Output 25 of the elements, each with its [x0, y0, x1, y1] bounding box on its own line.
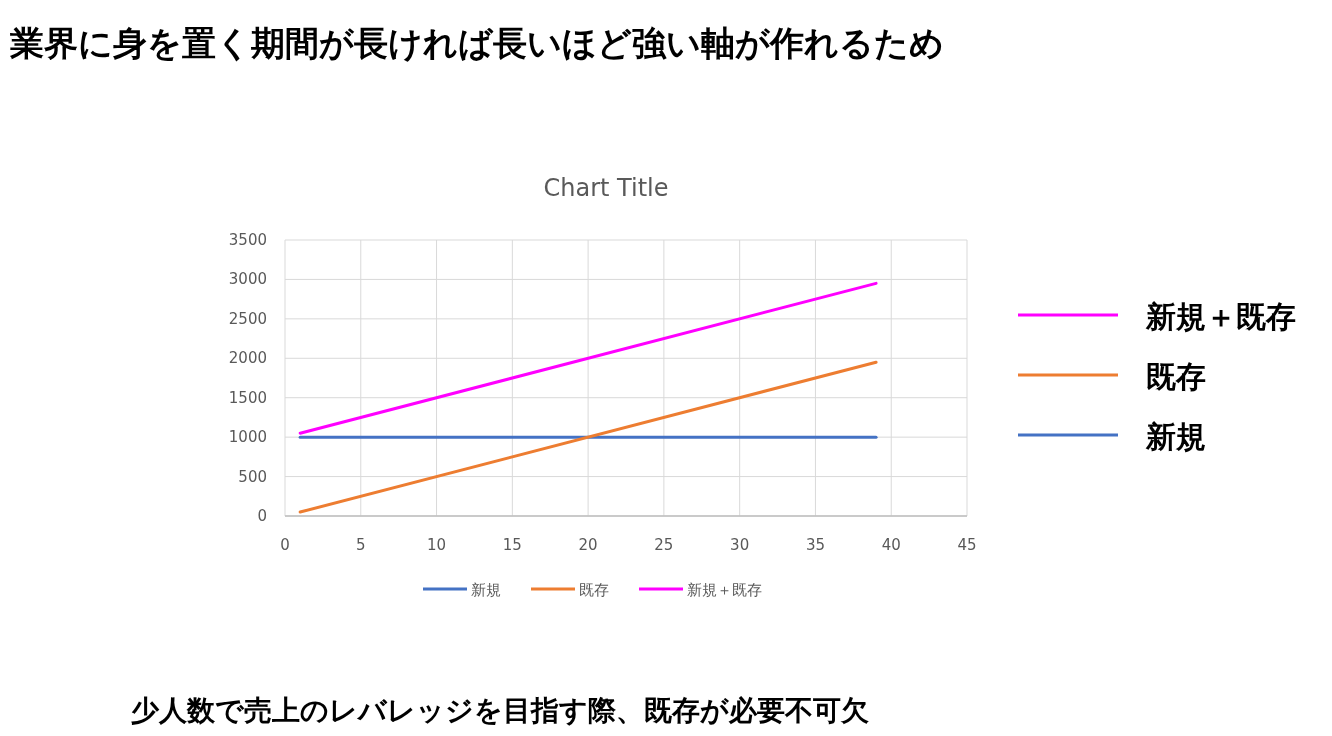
x-tick-label: 5	[356, 536, 366, 554]
legend-label: 既存	[579, 581, 609, 599]
x-tick-label: 15	[502, 536, 522, 554]
legend-label: 新規	[471, 581, 501, 599]
x-tick-label: 45	[957, 536, 977, 554]
text: 少人数で売上のレバレッジを目指す際、既存が必要不可欠	[131, 694, 869, 727]
y-tick-label: 0	[257, 507, 267, 525]
legend-label: 新規＋既存	[687, 581, 762, 599]
x-tick-label: 0	[280, 536, 290, 554]
y-tick-label: 2500	[228, 309, 267, 328]
y-tick-label: 3000	[228, 270, 267, 289]
x-tick-label: 20	[578, 536, 598, 554]
x-tick-label: 35	[805, 536, 825, 554]
y-tick-label: 1500	[228, 388, 267, 407]
x-tick-label: 10	[427, 536, 447, 554]
y-tick-label: 3500	[228, 231, 267, 249]
y-tick-label: 1000	[228, 428, 267, 447]
x-tick-label: 30	[730, 536, 750, 554]
chart-subtitle: Chart Title	[543, 174, 669, 202]
y-tick-label: 2000	[228, 349, 267, 368]
x-tick-label: 25	[654, 536, 674, 554]
chart-title: 業界に身を置く期間が長ければ長いほど強い軸が作れるため	[9, 23, 944, 63]
legend-right: 新規＋既存 既存 新規	[1018, 299, 1296, 454]
y-tick-label: 500	[238, 467, 267, 486]
x-tick-label: 40	[881, 536, 901, 554]
